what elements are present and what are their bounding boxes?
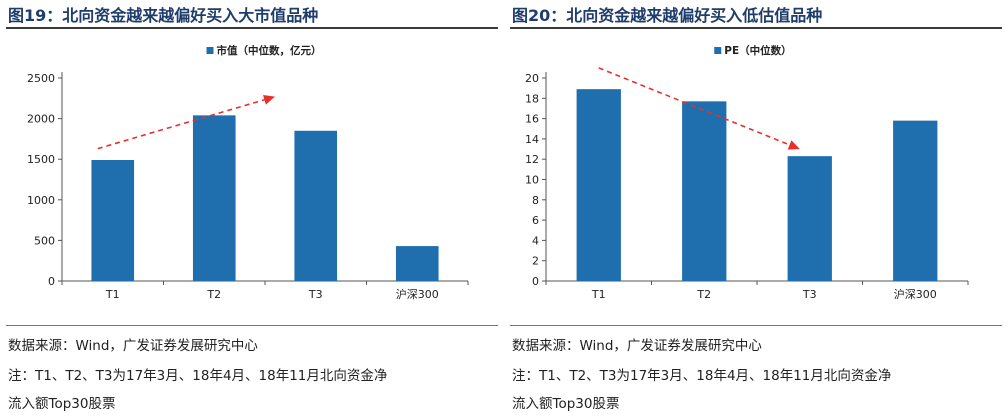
footnote-line-1: 注：T1、T2、T3为17年3月、18年4月、18年11月北向资金净	[8, 368, 388, 384]
figure-title: 图20：北向资金越来越偏好买入低估值品种	[512, 6, 823, 25]
bar-T3	[294, 130, 338, 281]
bar-T1	[91, 160, 135, 281]
y-tick-label: 16	[525, 113, 539, 126]
x-tick-label: T3	[308, 288, 323, 300]
x-tick-label: T3	[802, 288, 817, 300]
bar-T2	[192, 115, 236, 282]
footnote-line-1: 注：T1、T2、T3为17年3月、18年4月、18年11月北向资金净	[512, 368, 892, 384]
y-tick-label: 4	[532, 234, 539, 247]
y-tick-label: 6	[532, 214, 539, 227]
y-tick-label: 1000	[27, 194, 55, 207]
trend-arrow-head	[787, 140, 800, 150]
trend-arrow-head	[263, 94, 275, 105]
bar-沪深300	[395, 246, 439, 281]
y-tick-label: 20	[525, 72, 539, 85]
y-tick-label: 18	[525, 92, 539, 105]
legend: PE（中位数）	[714, 44, 792, 57]
x-tick-label: T2	[696, 288, 711, 300]
legend-label: PE（中位数）	[724, 44, 791, 57]
y-tick-label: 0	[48, 275, 55, 288]
y-tick-label: 12	[525, 153, 539, 166]
legend: 市值（中位数，亿元）	[206, 44, 322, 57]
x-tick-label: 沪深300	[396, 287, 439, 300]
trend-arrow-line	[97, 99, 265, 150]
y-tick-label: 10	[525, 174, 539, 187]
source-note: 数据来源：Wind，广发证券发展研究中心	[8, 338, 258, 354]
x-tick-label: 沪深300	[894, 287, 937, 300]
y-tick-label: 2500	[27, 72, 55, 85]
y-tick-label: 8	[532, 194, 539, 207]
y-tick-label: 500	[34, 234, 55, 247]
title-rule	[510, 27, 1002, 29]
y-tick-label: 0	[532, 275, 539, 288]
x-tick-label: T1	[591, 288, 606, 300]
source-rule	[6, 325, 498, 326]
figure-title: 图19：北向资金越来越偏好买入大市值品种	[8, 6, 319, 25]
y-tick-label: 2000	[27, 113, 55, 126]
y-tick-label: 14	[525, 133, 539, 146]
x-tick-label: T2	[206, 288, 221, 300]
bar-T3	[787, 156, 832, 281]
legend-label: 市值（中位数，亿元）	[217, 44, 322, 57]
figure-20-panel: 图20：北向资金越来越偏好买入低估值品种 0 2 4 6 8 10 12 14 16 18 20 T1…	[510, 0, 1002, 419]
legend-swatch	[206, 47, 214, 54]
source-note: 数据来源：Wind，广发证券发展研究中心	[512, 338, 762, 354]
title-rule	[6, 27, 498, 29]
x-tick-label: T1	[105, 288, 120, 300]
market-cap-chart: 0 500 1000 1500 2000 2500 T1 T2 T3 沪深300 市值（中位数，亿元…	[27, 44, 469, 300]
figure-19-panel: 图19：北向资金越来越偏好买入大市值品种 0 500 1000 1500 2000 250…	[6, 0, 498, 419]
y-tick-label: 1500	[27, 153, 55, 166]
legend-swatch	[714, 47, 722, 54]
bar-T1	[576, 89, 621, 281]
source-rule	[510, 325, 1002, 326]
trend-arrow-line	[598, 67, 790, 146]
footnote-line-2: 流入额Top30股票	[8, 396, 116, 412]
footnote-line-2: 流入额Top30股票	[512, 396, 620, 412]
bar-T2	[682, 101, 727, 281]
bar-沪深300	[893, 120, 938, 281]
pe-chart: 0 2 4 6 8 10 12 14 16 18 20 T1 T2 T3 沪深300 PE（中位数）	[525, 44, 969, 300]
y-tick-label: 2	[532, 255, 539, 268]
